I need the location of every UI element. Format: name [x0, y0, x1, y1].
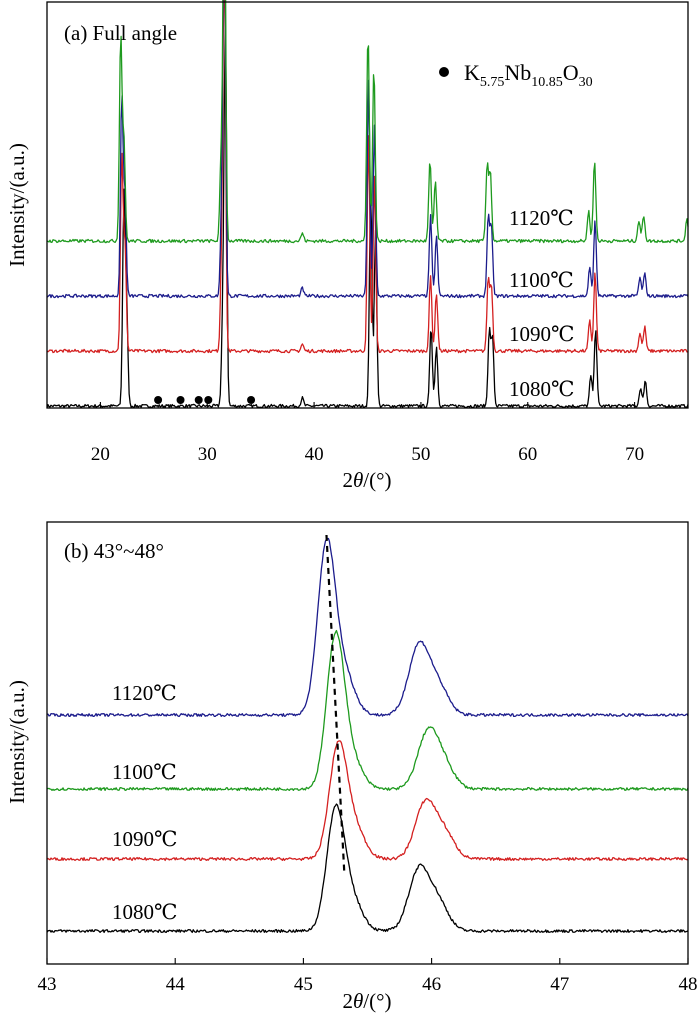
panel-a-label-1090: 1090℃ — [509, 322, 575, 346]
panel-a-impurity-markers — [154, 396, 256, 404]
x-tick-label: 43 — [38, 974, 57, 995]
panel-b-frame — [46, 521, 689, 965]
series-trace-1090 — [46, 740, 689, 862]
impurity-marker-icon — [176, 396, 185, 404]
series-trace-1100 — [46, 0, 689, 299]
panel-a-y-axis-label: Intensity/(a.u.) — [5, 143, 29, 267]
x-tick-label: 47 — [550, 974, 569, 995]
x-tick-label: 20 — [91, 444, 110, 465]
impurity-marker-icon — [247, 396, 256, 404]
impurity-marker-icon — [194, 396, 203, 404]
panel-b-title: (b) 43°~48° — [64, 539, 164, 563]
panel-a-title: (a) Full angle — [64, 21, 177, 45]
series-trace-1120 — [46, 0, 689, 244]
x-tick-label: 48 — [679, 974, 698, 995]
panel-b-label-1080: 1080℃ — [112, 900, 178, 924]
impurity-marker-icon — [204, 396, 213, 404]
x-tick-label: 45 — [294, 974, 313, 995]
panel-b-x-axis-label: 2θ/(°) — [342, 989, 391, 1013]
legend-marker-icon — [439, 67, 449, 77]
panel-b-label-1100: 1100℃ — [112, 760, 177, 784]
panel-b-x-ticks: 43 44 45 46 47 48 — [38, 958, 698, 995]
panel-a-x-axis-label: 2θ/(°) — [342, 468, 391, 492]
x-tick-label: 30 — [198, 444, 217, 465]
panel-b-label-1090: 1090℃ — [112, 827, 178, 851]
x-tick-label: 50 — [411, 444, 430, 465]
x-tick-label: 60 — [518, 444, 537, 465]
panel-a-label-1120: 1120℃ — [509, 206, 574, 230]
x-tick-label: 46 — [422, 974, 441, 995]
panel-a-traces — [46, 0, 689, 409]
panel-b-zoom: 43 44 45 46 47 48 (b) 43°~48° 1120℃ 1100℃ 109… — [5, 521, 698, 1013]
panel-a-label-1080: 1080℃ — [509, 377, 575, 401]
impurity-marker-icon — [154, 396, 163, 404]
series-trace-1080 — [46, 16, 689, 409]
panel-b-label-1120: 1120℃ — [112, 681, 177, 705]
x-tick-label: 44 — [166, 974, 186, 995]
series-trace-1100 — [46, 629, 689, 792]
x-tick-label: 40 — [305, 444, 324, 465]
panel-b-traces — [46, 537, 689, 934]
panel-a-label-1100: 1100℃ — [509, 268, 574, 292]
panel-b-peak-shift-line — [325, 534, 346, 876]
panel-b-y-axis-label: Intensity/(a.u.) — [5, 680, 29, 804]
legend-formula: K5.75Nb10.85O30 — [464, 60, 593, 90]
panel-a-full-angle: 20 30 40 50 60 70 (a) Full angle K5.75Nb10.85… — [5, 0, 689, 492]
series-trace-1120 — [46, 537, 689, 718]
x-tick-label: 70 — [625, 444, 644, 465]
panel-a-frame — [46, 1, 689, 409]
series-trace-1080 — [46, 803, 689, 934]
panel-a-x-ticks: 20 30 40 50 60 70 — [91, 402, 644, 465]
